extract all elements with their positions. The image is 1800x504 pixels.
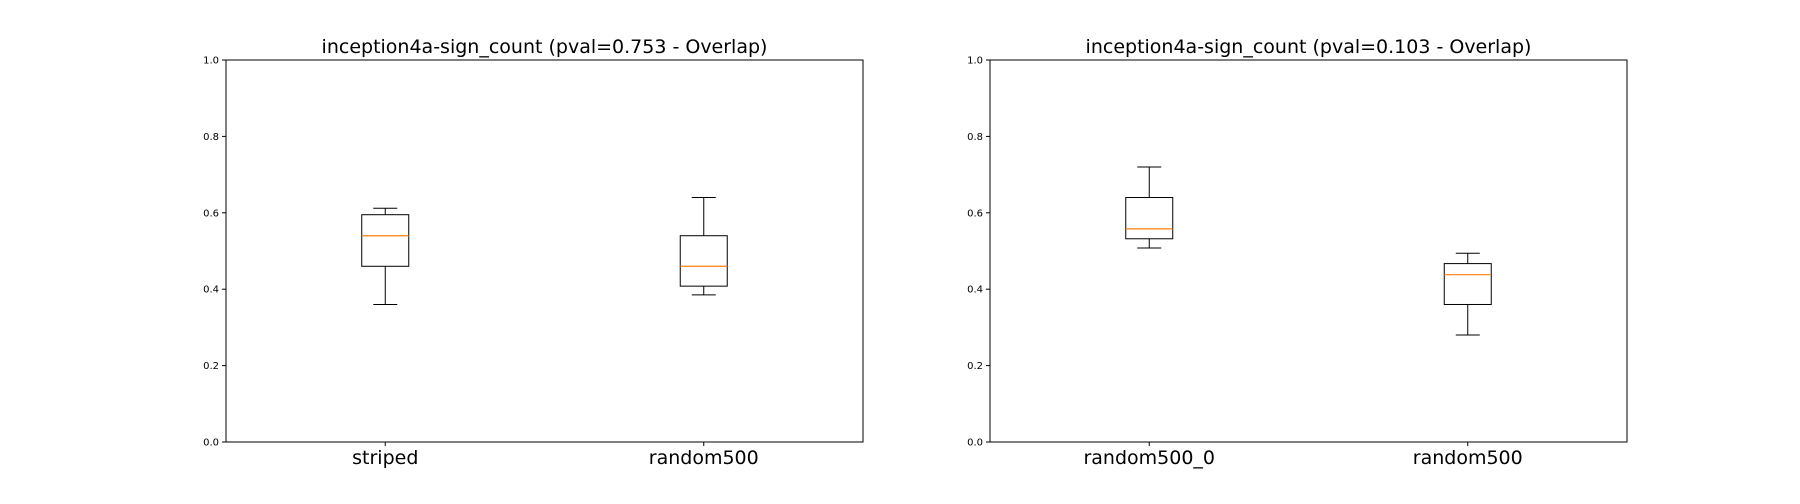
box-striped [361,207,410,305]
y-tick-label: 0.8 [203,132,219,143]
chart-title: inception4a-sign_count (pval=0.103 - Ove… [1086,36,1532,58]
box-random500 [1443,252,1492,336]
x-tick-label: striped [352,447,418,469]
subplot-2: inception4a-sign_count (pval=0.103 - Ove… [967,36,1628,469]
y-tick-label: 0.4 [203,285,219,296]
iqr-box [361,214,410,267]
x-tick-label: random500_0 [1083,447,1215,469]
y-tick-label: 0.6 [203,208,219,219]
y-tick-label: 0.6 [967,208,983,219]
box-random500_0 [1125,166,1174,249]
y-tick-label: 0.8 [967,132,983,143]
axes-frame [989,59,1628,443]
y-tick-label: 1.0 [967,56,983,67]
iqr-box [679,235,728,287]
iqr-box [1125,197,1174,240]
y-tick-label: 0.2 [967,361,983,372]
y-tick-label: 0.4 [967,285,983,296]
y-tick-label: 0.0 [203,438,219,449]
subplot-1: inception4a-sign_count (pval=0.753 - Ove… [203,36,864,469]
y-tick-label: 0.2 [203,361,219,372]
axes-frame [225,59,864,443]
y-tick-label: 0.0 [967,438,983,449]
x-tick-label: random500 [649,447,759,469]
x-tick-label: random500 [1413,447,1523,469]
y-tick-label: 1.0 [203,56,219,67]
chart-title: inception4a-sign_count (pval=0.753 - Ove… [322,36,768,58]
box-random500 [679,197,728,296]
iqr-box [1443,263,1492,305]
